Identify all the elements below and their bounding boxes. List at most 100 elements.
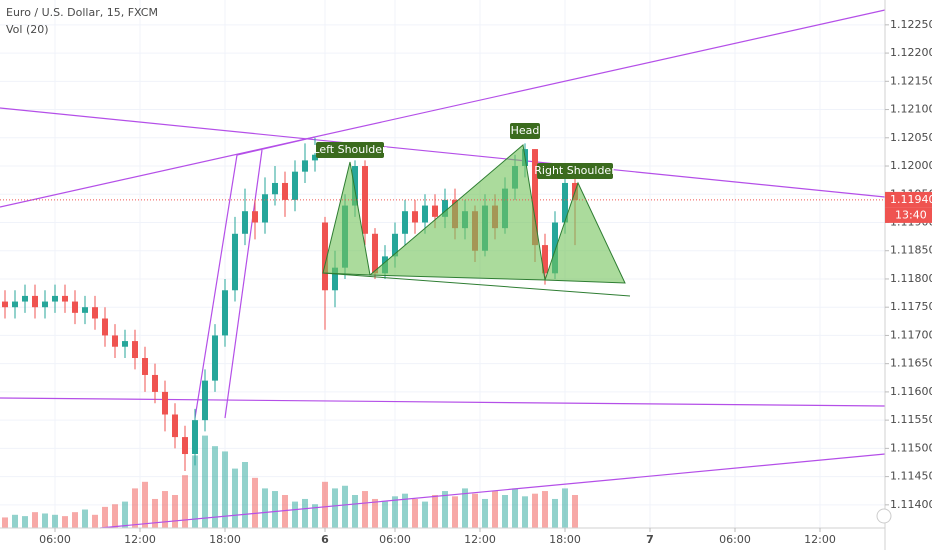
candle-body — [32, 295, 38, 308]
volume-bar — [172, 495, 178, 528]
annotation: Head — [511, 124, 540, 137]
volume-bar — [62, 516, 68, 528]
countdown: 13:40 — [895, 208, 927, 221]
volume-bar — [512, 488, 518, 528]
candle-body — [162, 391, 168, 415]
volume-bar — [462, 488, 468, 528]
pattern-triangle — [322, 161, 371, 276]
volume-bar — [192, 455, 198, 528]
candle-body — [302, 160, 308, 172]
candle-body — [52, 295, 58, 302]
volume-bar — [142, 481, 148, 528]
pattern-triangle — [544, 181, 626, 284]
trend-line — [0, 9, 886, 208]
volume-bar — [402, 493, 408, 528]
candle-body — [412, 211, 418, 223]
volume-bar — [272, 491, 278, 528]
volume-bar — [212, 446, 218, 528]
candle-body — [72, 301, 78, 313]
trend-line — [236, 136, 316, 156]
volume-bar — [12, 514, 18, 528]
x-tick-label: 06:00 — [39, 533, 71, 546]
volume-bar — [42, 513, 48, 528]
volume-bar — [472, 493, 478, 528]
candle-body — [22, 295, 28, 302]
volume-bar — [122, 501, 128, 528]
candle-body — [432, 205, 438, 217]
volume-bar — [22, 516, 28, 528]
candle-body — [282, 182, 288, 200]
candle-body — [92, 307, 98, 319]
candle-body — [262, 194, 268, 223]
y-tick-label: 1.11500 — [890, 441, 932, 454]
x-tick-label: 06:00 — [379, 533, 411, 546]
trend-line — [0, 107, 886, 198]
volume-bar — [152, 498, 158, 528]
volume-bar — [92, 514, 98, 528]
candle-body — [402, 211, 408, 234]
volume-bar — [182, 475, 188, 528]
x-tick-label: 7 — [646, 533, 654, 546]
annotation-box — [537, 163, 613, 179]
y-tick-label: 1.11600 — [890, 385, 932, 398]
volume-bar — [382, 501, 388, 528]
candle-body — [112, 335, 118, 347]
trend-line — [224, 149, 263, 419]
x-tick-label: 12:00 — [464, 533, 496, 546]
candle-body — [352, 166, 358, 206]
volume-bar — [132, 488, 138, 528]
candle-body — [272, 182, 278, 195]
candle-body — [322, 222, 328, 291]
y-tick-label: 1.11850 — [890, 244, 932, 257]
annotation: Right Shoulder — [534, 164, 616, 177]
x-tick-label: 06:00 — [719, 533, 751, 546]
volume-bar — [102, 506, 108, 528]
trend-line — [0, 397, 886, 407]
volume-bar — [542, 491, 548, 528]
y-tick-label: 1.12050 — [890, 131, 932, 144]
volume-bar — [312, 504, 318, 528]
volume-bar — [532, 493, 538, 528]
y-tick-label: 1.12150 — [890, 74, 932, 87]
candle-body — [212, 335, 218, 381]
volume-bar — [232, 468, 238, 528]
volume-bar — [112, 504, 118, 528]
candle-body — [12, 301, 18, 308]
candle-body — [142, 358, 148, 375]
volume-bar — [522, 496, 528, 528]
annotation: Left Shoulder — [313, 143, 387, 156]
volume-bar — [452, 496, 458, 528]
volume-bar — [242, 462, 248, 528]
volume-bar — [412, 498, 418, 528]
volume-bar — [72, 512, 78, 528]
volume-bar — [432, 495, 438, 528]
settings-button[interactable] — [876, 508, 892, 524]
trend-line — [194, 154, 238, 419]
volume-bar — [392, 496, 398, 528]
volume-bar — [222, 451, 228, 528]
y-tick-label: 1.12000 — [890, 159, 932, 172]
volume-bar — [32, 512, 38, 528]
volume-bar — [322, 481, 328, 528]
annotation-box — [316, 142, 384, 158]
volume-bar — [572, 495, 578, 528]
y-tick-label: 1.11800 — [890, 272, 932, 285]
y-tick-label: 1.11700 — [890, 328, 932, 341]
neckline — [322, 272, 631, 297]
volume-bar — [52, 514, 58, 528]
candle-body — [202, 380, 208, 421]
candle-body — [362, 166, 368, 234]
price-label: 1.11940 — [890, 193, 932, 206]
volume-bar — [82, 509, 88, 528]
volume-bar — [302, 498, 308, 528]
candle-body — [422, 205, 428, 223]
candle-body — [42, 301, 48, 308]
candle-body — [562, 182, 568, 223]
volume-bar — [282, 495, 288, 528]
candle-body — [392, 233, 398, 257]
chart-title: Euro / U.S. Dollar, 15, FXCM — [6, 6, 158, 19]
volume-bar — [482, 498, 488, 528]
volume-bar — [342, 485, 348, 528]
candle-body — [442, 199, 448, 217]
